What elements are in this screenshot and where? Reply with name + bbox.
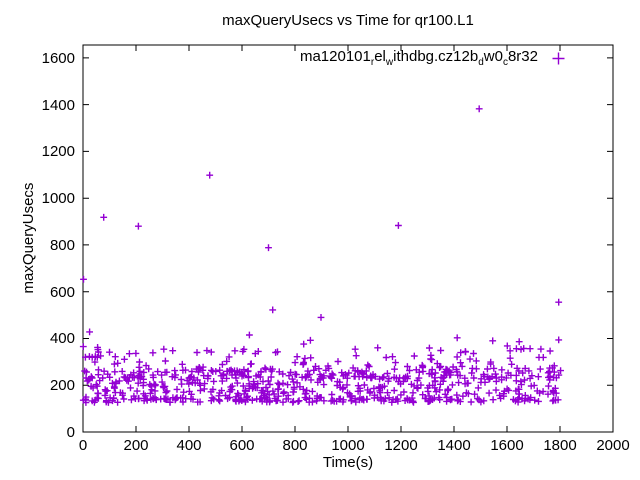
- scatter-points: [79, 105, 564, 406]
- y-tick-label: 1600: [41, 49, 75, 67]
- x-tick-label: 1000: [331, 437, 365, 454]
- chart-title: maxQueryUsecs vs Time for qr100.L1: [222, 12, 474, 29]
- axis-ticks: [82, 45, 614, 433]
- legend-label-subscript: d: [478, 57, 484, 68]
- y-axis-label: maxQueryUsecs: [20, 182, 37, 294]
- legend-label-segment: ma120101: [299, 48, 371, 65]
- y-tick-label: 1200: [41, 143, 75, 161]
- legend-label-segment: w0: [483, 48, 503, 65]
- legend-series-label: ma120101relwithdbg.cz12bdw0c8r32: [300, 48, 538, 68]
- y-tick-label: 600: [49, 283, 75, 301]
- legend-label-segment: ithdbg.cz12b: [393, 48, 479, 65]
- x-tick-label: 1800: [543, 437, 577, 454]
- x-tick-label: 2000: [596, 437, 630, 454]
- y-tick-label: 200: [49, 377, 75, 395]
- x-tick-label: 800: [282, 437, 308, 454]
- y-tick-label: 0: [66, 424, 75, 441]
- legend-label-subscript: r: [370, 57, 375, 68]
- y-tick-label: 800: [49, 236, 75, 254]
- x-axis-label: Time(s): [322, 454, 374, 471]
- legend-label-subscript: c: [502, 57, 508, 68]
- x-tick-label: 400: [176, 437, 202, 454]
- x-tick-label: 1400: [437, 437, 471, 454]
- x-tick-label: 200: [123, 437, 149, 454]
- x-tick-label: 600: [229, 437, 255, 454]
- legend-plus-marker-icon: [552, 52, 565, 64]
- legend-label-segment: el: [374, 48, 386, 65]
- legend: ma120101relwithdbg.cz12bdw0c8r32: [300, 48, 567, 68]
- x-tick-label: 1600: [490, 437, 524, 454]
- legend-label-subscript: w: [385, 57, 394, 68]
- legend-label-segment: 8r32: [507, 48, 538, 65]
- x-tick-label: 1200: [384, 437, 418, 454]
- y-tick-label: 400: [49, 330, 75, 348]
- y-tick-label: 1000: [41, 190, 75, 208]
- x-tick-label: 0: [78, 437, 88, 454]
- y-tick-label: 1400: [41, 96, 75, 114]
